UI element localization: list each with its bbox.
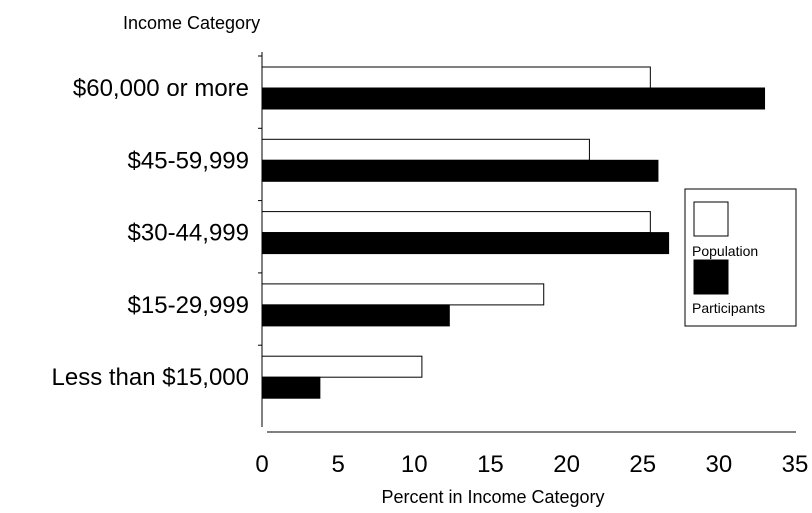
x-tick-labels: 0 5 10 15 20 25 30 35 [255,451,808,478]
bar-participants-4 [261,376,321,399]
x-tick-label: 20 [553,451,580,478]
category-labels: $60,000 or more $45-59,999 $30-44,999 $15-2… [52,75,250,391]
legend-swatch-population [693,201,729,237]
x-tick-label: 35 [782,451,809,478]
category-label: $60,000 or more [73,75,249,102]
legend-label-participants: Participants [692,300,765,316]
bar-participants-0 [261,87,766,110]
bar-population-3 [261,283,545,306]
x-tick-label: 5 [331,451,344,478]
bar-participants-2 [261,232,670,255]
category-label: Less than $15,000 [52,364,250,391]
x-axis-title: Percent in Income Category [381,487,604,507]
x-tick-label: 10 [401,451,428,478]
bar-population-4 [261,355,423,378]
legend-swatch-participants [693,259,729,295]
x-tick-label: 15 [477,451,504,478]
category-label: $30-44,999 [128,220,249,247]
bars-group [258,55,766,399]
bar-population-0 [261,66,651,89]
legend-label-population: Population [692,243,758,259]
x-tick-label: 0 [255,451,268,478]
x-tick-label: 30 [706,451,733,478]
x-tick-label: 25 [629,451,656,478]
y-axis-title: Income Category [123,13,260,33]
bar-participants-3 [261,304,450,327]
bar-population-2 [261,211,651,234]
category-label: $45-59,999 [128,147,249,174]
category-label: $15-29,999 [128,292,249,319]
bar-participants-1 [261,159,659,182]
legend: Population Participants [684,188,797,327]
bar-population-1 [261,138,590,161]
